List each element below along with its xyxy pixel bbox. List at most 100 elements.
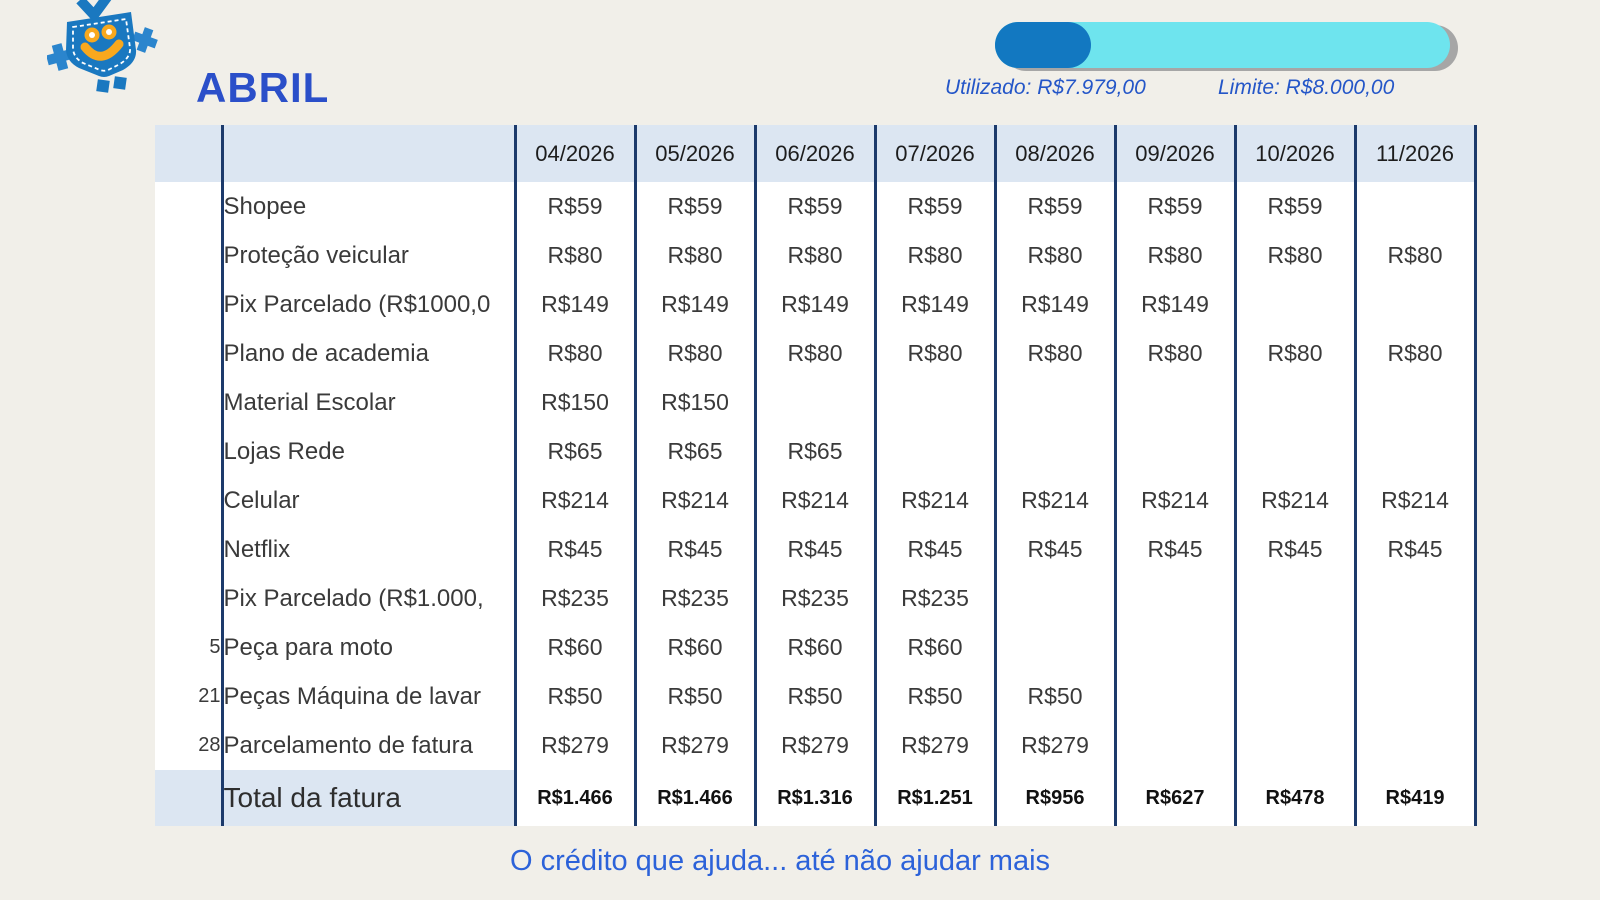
value-cell: R$279 [515,721,637,770]
total-value-cell: R$419 [1355,770,1477,826]
value-cell: R$65 [515,427,637,476]
value-cell: R$235 [515,574,637,623]
day-cell [155,378,224,427]
column-header: 09/2026 [1115,125,1237,182]
total-value-cell: R$956 [995,770,1117,826]
value-cell: R$80 [1355,329,1477,378]
value-cell: R$214 [1235,476,1357,525]
value-cell: R$214 [755,476,877,525]
value-cell: R$59 [1115,182,1237,231]
item-label: Netflix [222,525,517,574]
limite-label: Limite: R$8.000,00 [1218,76,1395,99]
value-cell [755,378,877,427]
value-cell [875,427,997,476]
table-row: Lojas Rede R$65 R$65 R$65 [155,427,1477,476]
value-cell: R$149 [515,280,637,329]
value-cell: R$149 [635,280,757,329]
value-cell: R$60 [635,623,757,672]
table-header-row: 04/2026 05/2026 06/2026 07/2026 08/2026 09/20… [155,125,1477,182]
day-cell [155,574,224,623]
total-value-cell: R$1.251 [875,770,997,826]
value-cell: R$150 [515,378,637,427]
value-cell: R$59 [755,182,877,231]
total-row: Total da fatura R$1.466 R$1.466 R$1.316 R$1… [155,770,1477,826]
value-cell: R$80 [635,329,757,378]
day-cell: 28 [155,721,224,770]
value-cell: R$279 [875,721,997,770]
value-cell: R$149 [1115,280,1237,329]
credit-usage-bar [995,22,1450,68]
value-cell: R$80 [1115,231,1237,280]
day-cell [155,182,224,231]
table-row: Plano de academia R$80 R$80 R$80 R$80 R$80 R$8… [155,329,1477,378]
value-cell: R$80 [1115,329,1237,378]
description-column-header [222,125,517,182]
value-cell: R$45 [1355,525,1477,574]
day-cell [155,476,224,525]
tagline: O crédito que ajuda... até não ajudar ma… [509,845,1051,877]
column-header: 06/2026 [755,125,877,182]
smile-icon [80,39,124,61]
value-cell [1235,378,1357,427]
day-cell [155,280,224,329]
value-cell: R$59 [875,182,997,231]
value-cell [995,574,1117,623]
column-header: 07/2026 [875,125,997,182]
value-cell: R$59 [515,182,637,231]
total-value-cell: R$1.316 [755,770,877,826]
value-cell: R$214 [1355,476,1477,525]
day-cell [155,525,224,574]
value-cell [1355,672,1477,721]
value-cell [1235,427,1357,476]
column-header: 05/2026 [635,125,757,182]
page-title: ABRIL [196,64,330,111]
value-cell: R$50 [875,672,997,721]
value-cell: R$80 [995,231,1117,280]
column-header: 10/2026 [1235,125,1357,182]
item-label: Material Escolar [222,378,517,427]
table-row: 5 Peça para moto R$60 R$60 R$60 R$60 [155,623,1477,672]
right-plus-icon [132,27,158,53]
value-cell [1355,623,1477,672]
item-label: Peças Máquina de lavar [222,672,517,721]
total-label: Total da fatura [222,770,517,826]
table-row: Proteção veicular R$80 R$80 R$80 R$80 R$80 R$8… [155,231,1477,280]
value-cell: R$45 [1115,525,1237,574]
value-cell [995,623,1117,672]
value-cell: R$65 [755,427,877,476]
value-cell [995,427,1117,476]
value-cell: R$80 [1235,329,1357,378]
value-cell: R$80 [995,329,1117,378]
value-cell [1355,378,1477,427]
item-label: Celular [222,476,517,525]
table-body: Shopee R$59 R$59 R$59 R$59 R$59 R$59 R$59 Proteç… [155,182,1477,770]
value-cell: R$235 [635,574,757,623]
column-header: 04/2026 [515,125,637,182]
value-cell: R$45 [1235,525,1357,574]
item-label: Proteção veicular [222,231,517,280]
day-cell: 5 [155,623,224,672]
value-cell [875,378,997,427]
value-cell: R$80 [515,231,637,280]
value-cell: R$50 [995,672,1117,721]
pocket-icon [66,12,137,77]
table-row: 28 Parcelamento de fatura R$279 R$279 R$279 R… [155,721,1477,770]
value-cell: R$50 [755,672,877,721]
total-day-cell [155,770,224,826]
value-cell [1355,574,1477,623]
value-cell [995,378,1117,427]
value-cell: R$214 [635,476,757,525]
item-label: Pix Parcelado (R$1000,0 [222,280,517,329]
value-cell: R$150 [635,378,757,427]
value-cell: R$149 [755,280,877,329]
total-value-cell: R$1.466 [635,770,757,826]
value-cell: R$80 [875,329,997,378]
day-cell [155,329,224,378]
column-header: 11/2026 [1355,125,1477,182]
bar-fill [995,22,1091,68]
value-cell: R$279 [995,721,1117,770]
item-label: Parcelamento de fatura [222,721,517,770]
value-cell: R$50 [635,672,757,721]
value-cell: R$80 [515,329,637,378]
value-cell [1115,427,1237,476]
